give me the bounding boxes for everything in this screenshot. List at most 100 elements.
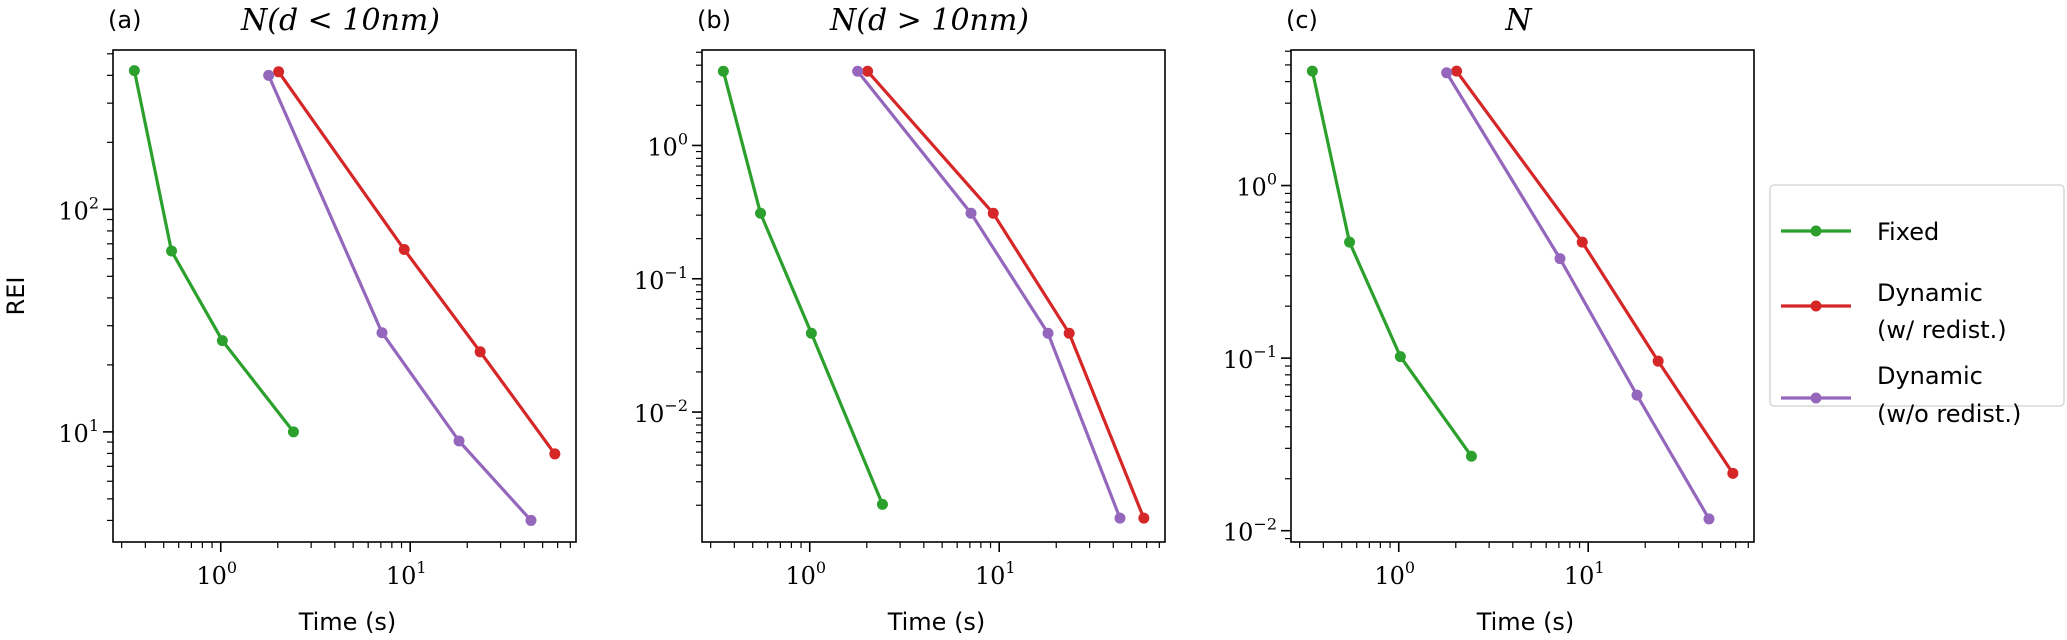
legend-point-marker	[1810, 300, 1822, 312]
data-point	[453, 435, 465, 447]
x-tick-label: 101	[975, 558, 1016, 590]
data-point	[376, 327, 388, 339]
series-dynamic-w-o-redist	[852, 65, 1126, 524]
data-point	[862, 65, 874, 77]
tick-base: 10	[58, 197, 89, 225]
x-axis-label: Time (s)	[1476, 608, 1575, 636]
data-point	[1703, 513, 1715, 525]
series-line	[132, 70, 295, 433]
panel-label: (a)	[108, 6, 141, 34]
panel-label: (c)	[1286, 6, 1318, 34]
series-line	[1310, 70, 1473, 458]
series-line	[866, 70, 1146, 519]
tick-exponent: 2	[89, 193, 99, 212]
series-line	[277, 70, 557, 455]
series-fixed	[128, 65, 299, 438]
tick-exponent: 1	[1005, 558, 1015, 577]
tick-base: 10	[647, 133, 678, 161]
y-tick-label: 10−2	[1223, 515, 1277, 547]
axes-frame	[1290, 49, 1755, 543]
tick-exponent: 1	[89, 416, 99, 435]
legend-label: Dynamic	[1877, 279, 1983, 307]
data-point	[128, 65, 140, 77]
data-point	[1451, 65, 1463, 77]
tick-base: 10	[1564, 562, 1595, 590]
tick-exponent: 0	[1267, 170, 1277, 189]
series-dynamic-w-redist	[273, 66, 561, 460]
x-tick-label: 100	[196, 558, 237, 590]
series-dynamic-w-redist	[862, 65, 1150, 524]
data-point	[474, 346, 486, 358]
data-point	[717, 65, 729, 77]
legend-point-marker	[1810, 225, 1822, 237]
series-line	[721, 70, 884, 506]
data-point	[876, 498, 888, 510]
data-point	[263, 69, 275, 81]
data-point	[398, 243, 410, 255]
subplot-title: N	[1504, 3, 1533, 38]
data-point	[216, 335, 228, 347]
data-point	[1727, 467, 1739, 479]
subplot-title: N(d < 10nm)	[240, 3, 440, 38]
data-point	[287, 426, 299, 438]
x-axis-label: Time (s)	[298, 608, 397, 636]
series-line	[856, 70, 1122, 519]
tick-base: 10	[386, 562, 417, 590]
legend-frame	[1769, 184, 2065, 407]
tick-exponent: −2	[664, 396, 688, 415]
x-tick-label: 100	[785, 558, 826, 590]
tick-base: 10	[975, 562, 1006, 590]
x-tick-label: 100	[1374, 558, 1415, 590]
series-dynamic-w-redist	[1451, 65, 1739, 479]
axes-frame	[701, 49, 1166, 543]
tick-exponent: 0	[1405, 558, 1415, 577]
tick-base: 10	[634, 400, 665, 428]
y-tick-label: 10−1	[1223, 342, 1277, 374]
y-axis-label: REI	[2, 277, 30, 316]
subplot-title: N(d > 10nm)	[829, 3, 1029, 38]
legend-label: Dynamic	[1877, 362, 1983, 390]
y-tick-label: 10−2	[634, 396, 688, 428]
tick-exponent: 0	[816, 558, 826, 577]
tick-base: 10	[196, 562, 227, 590]
legend-item: Dynamic (w/ redist.)	[1781, 279, 2007, 344]
y-tick-label: 102	[58, 193, 99, 225]
y-tick-label: 100	[1236, 170, 1277, 202]
data-point	[1042, 327, 1054, 339]
x-axis-label: Time (s)	[887, 608, 986, 636]
data-point	[1576, 236, 1588, 248]
tick-base: 10	[1223, 346, 1254, 374]
legend-label: Fixed	[1877, 218, 1939, 246]
series-fixed	[1306, 65, 1477, 462]
data-point	[1114, 512, 1126, 524]
legend-label: (w/o redist.)	[1877, 400, 2021, 428]
data-point	[273, 66, 285, 78]
data-point	[965, 207, 977, 219]
series-line	[267, 74, 533, 522]
data-point	[1306, 65, 1318, 77]
tick-exponent: −1	[664, 263, 688, 282]
data-point	[1652, 355, 1664, 367]
data-point	[1631, 389, 1643, 401]
data-point	[987, 207, 999, 219]
y-tick-label: 10−1	[634, 263, 688, 295]
tick-exponent: −1	[1253, 342, 1277, 361]
series-fixed	[717, 65, 888, 510]
data-point	[755, 207, 767, 219]
data-point	[1394, 351, 1406, 363]
series-line	[1445, 71, 1711, 520]
legend-item: Fixed	[1781, 218, 1939, 246]
tick-base: 10	[1223, 519, 1254, 547]
data-point	[1554, 253, 1566, 265]
series-line	[1455, 70, 1735, 475]
tick-exponent: 1	[416, 558, 426, 577]
tick-base: 10	[58, 420, 89, 448]
series-dynamic-w-o-redist	[263, 69, 537, 526]
tick-exponent: 0	[227, 558, 237, 577]
series-dynamic-w-o-redist	[1441, 67, 1715, 525]
panel-label: (b)	[697, 6, 731, 34]
data-point	[549, 448, 561, 460]
